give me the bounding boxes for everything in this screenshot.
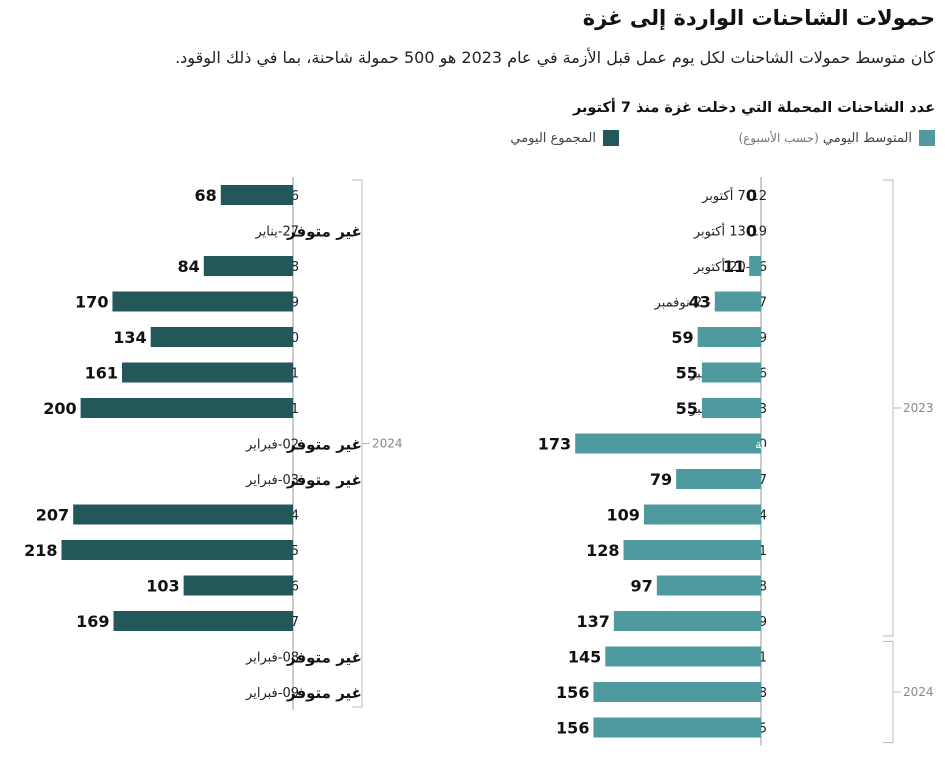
- daily-data-label-1: 68: [195, 186, 217, 205]
- daily-category-label-8: 02-فبراير: [245, 438, 299, 453]
- weekly-data-label-13: 137: [576, 612, 609, 631]
- weekly-bar-8: [575, 433, 761, 454]
- chart-subtitle: كان متوسط حمولات الشاحنات لكل يوم عمل قب…: [175, 48, 935, 67]
- daily-data-label-5: 134: [113, 328, 146, 347]
- weekly-data-label-8: 173: [538, 435, 571, 454]
- daily-missing-label-15: غير متوفر: [286, 684, 362, 702]
- weekly-bar-7: [701, 398, 761, 418]
- weekly-annotation-1: توقف الأعمال العدائية: [755, 436, 872, 453]
- legend-weekly-label: المتوسط اليومي: [822, 130, 912, 146]
- chart-title: حمولات الشاحنات الواردة إلى غزة: [582, 6, 935, 30]
- weekly-data-label-1: 0: [746, 186, 757, 205]
- weekly-data-label-9: 79: [650, 470, 672, 489]
- daily-bar-1: [220, 185, 293, 205]
- legend-daily: المجموع اليومي: [510, 130, 619, 146]
- daily-missing-label-9: غير متوفر: [286, 471, 362, 489]
- weekly-bar-9: [676, 469, 761, 489]
- legend-daily-swatch: [603, 130, 619, 146]
- weekly-bar-13: [613, 611, 761, 631]
- daily-bar-4: [112, 291, 294, 312]
- daily-missing-label-2: غير متوفر: [286, 223, 362, 241]
- weekly-bar-11: [623, 540, 761, 560]
- daily-data-label-6: 161: [85, 364, 118, 383]
- legend-weekly: المتوسط اليومي (حسب الأسبوع): [738, 130, 935, 146]
- weekly-bar-16: [593, 717, 761, 738]
- weekly-bar-15: [593, 682, 761, 702]
- daily-bar-10: [73, 504, 293, 525]
- weekly-category-label-3: 20-26 أكتوبر: [693, 258, 767, 275]
- weekly-data-label-3: 11: [723, 257, 745, 276]
- weekly-bar-10: [643, 504, 761, 525]
- weekly-data-label-12: 97: [631, 577, 653, 596]
- weekly-bar-5: [697, 327, 761, 347]
- daily-bar-7: [80, 398, 293, 418]
- daily-bar-3: [203, 256, 293, 276]
- legend-weekly-swatch: [919, 130, 935, 146]
- daily-data-label-7: 200: [43, 399, 76, 418]
- weekly-year-label-2: 2024: [903, 685, 934, 699]
- daily-bar-11: [61, 540, 293, 560]
- weekly-data-label-4: 43: [689, 293, 711, 312]
- weekly-bar-6: [701, 362, 761, 383]
- daily-category-label-15: 09-فبراير: [245, 686, 299, 701]
- weekly-bar-4: [714, 291, 761, 312]
- weekly-bar-14: [605, 646, 761, 667]
- legend-weekly-note: (حسب الأسبوع): [738, 131, 819, 145]
- daily-data-label-12: 103: [146, 577, 179, 596]
- daily-year-label-1: 2024: [372, 437, 403, 451]
- chart-heading: عدد الشاحنات المحملة التي دخلت غزة منذ 7…: [572, 100, 935, 116]
- weekly-data-label-14: 145: [568, 648, 601, 667]
- weekly-data-label-16: 156: [556, 719, 589, 738]
- daily-data-label-13: 169: [76, 612, 109, 631]
- legend-daily-label: المجموع اليومي: [510, 130, 596, 146]
- daily-data-label-3: 84: [178, 257, 200, 276]
- daily-bar-13: [113, 611, 293, 631]
- weekly-bar-3: [749, 256, 761, 276]
- daily-missing-label-8: غير متوفر: [286, 436, 362, 454]
- daily-category-label-9: 03-فبراير: [245, 473, 299, 488]
- daily-missing-label-14: غير متوفر: [286, 649, 362, 667]
- daily-data-label-10: 207: [36, 506, 69, 525]
- weekly-category-label-1: 7-12 أكتوبر: [701, 187, 767, 204]
- weekly-bar-12: [656, 575, 761, 596]
- weekly-data-label-11: 128: [586, 541, 619, 560]
- daily-bar-6: [122, 362, 293, 383]
- daily-bar-5: [150, 327, 293, 347]
- weekly-data-label-15: 156: [556, 683, 589, 702]
- daily-category-label-2: 27-يناير: [254, 225, 299, 240]
- weekly-data-label-2: 0: [746, 222, 757, 241]
- weekly-data-label-6: 55: [676, 364, 698, 383]
- weekly-year-label-1: 2023: [903, 401, 934, 415]
- daily-category-label-14: 08-فبراير: [245, 651, 299, 666]
- daily-data-label-4: 170: [75, 293, 108, 312]
- weekly-year-bracket-1: [883, 179, 894, 637]
- weekly-data-label-5: 59: [671, 328, 693, 347]
- weekly-data-label-7: 55: [676, 399, 698, 418]
- daily-data-label-11: 218: [24, 541, 57, 560]
- weekly-category-label-2: 13-19 أكتوبر: [693, 223, 767, 240]
- daily-bar-12: [183, 575, 293, 596]
- weekly-year-bracket-2: [883, 641, 894, 743]
- weekly-data-label-10: 109: [607, 506, 640, 525]
